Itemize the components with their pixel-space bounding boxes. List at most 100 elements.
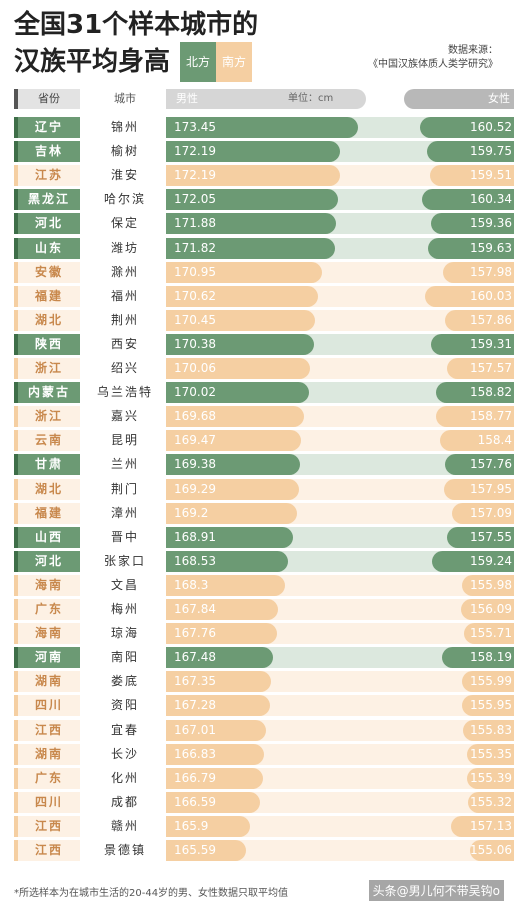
title-line-2: 汉族平均身高 xyxy=(14,47,171,77)
city-label: 西安 xyxy=(110,336,139,351)
female-bar xyxy=(451,502,514,524)
bar-track: 167.48 158.19 xyxy=(166,647,514,669)
province-label: 湖南 xyxy=(14,671,80,693)
female-bar xyxy=(464,623,514,645)
female-value: 157.86 xyxy=(470,312,512,327)
bar-track: 173.45 160.52 xyxy=(166,117,514,138)
city-label: 乌兰浩特 xyxy=(96,385,153,400)
male-bar xyxy=(166,165,341,187)
female-value: 155.32 xyxy=(470,794,512,809)
male-bar xyxy=(166,454,300,476)
bar-track: 169.68 158.77 xyxy=(166,406,514,428)
table-row: 福建 漳州 169.2 157.09 xyxy=(14,502,514,524)
city-label: 长沙 xyxy=(110,746,139,761)
male-value: 167.28 xyxy=(174,698,216,713)
female-value: 155.98 xyxy=(470,577,512,592)
province-label: 江西 xyxy=(14,815,80,837)
header-unit: 单位：cm xyxy=(288,93,334,104)
city-label: 资阳 xyxy=(110,698,139,713)
legend-south: 南方 xyxy=(216,42,253,82)
header-city: 城市 xyxy=(114,92,136,105)
bar-track: 170.06 157.57 xyxy=(166,358,514,379)
bar-track: 166.59 155.32 xyxy=(166,791,514,813)
male-bar xyxy=(166,647,273,669)
male-bar xyxy=(166,237,335,259)
table-row: 河北 保定 171.88 159.36 xyxy=(14,213,514,235)
province-label: 河北 xyxy=(14,213,80,235)
bar-track: 168.3 155.98 xyxy=(166,574,514,596)
female-value: 156.09 xyxy=(470,602,512,616)
source-label: 数据来源： xyxy=(448,45,498,56)
male-bar xyxy=(166,117,359,138)
male-value: 165.59 xyxy=(174,843,216,857)
city-label: 滁州 xyxy=(110,264,139,279)
male-value: 170.06 xyxy=(174,361,216,375)
female-value: 160.03 xyxy=(470,288,512,303)
male-bar xyxy=(166,791,261,813)
bar-track: 167.01 155.83 xyxy=(166,719,514,741)
bar-track: 168.91 157.55 xyxy=(166,526,514,548)
female-bar xyxy=(467,791,514,813)
female-bar xyxy=(443,261,514,283)
city-label: 榆树 xyxy=(110,144,139,159)
female-value: 157.09 xyxy=(470,505,512,520)
female-value: 155.99 xyxy=(470,674,512,689)
female-value: 158.77 xyxy=(470,409,512,424)
female-bar xyxy=(441,647,514,669)
female-bar xyxy=(444,309,514,331)
bar-track: 168.53 159.24 xyxy=(166,550,514,572)
male-value: 169.2 xyxy=(174,505,209,520)
province-label: 山西 xyxy=(14,526,80,548)
city-label: 绍兴 xyxy=(110,361,139,375)
table-row: 辽宁 锦州 173.45 160.52 xyxy=(14,117,514,138)
bar-track: 169.29 157.95 xyxy=(166,478,514,500)
female-value: 155.35 xyxy=(470,746,512,761)
female-value: 160.52 xyxy=(470,120,512,134)
female-bar xyxy=(429,165,514,187)
male-value: 166.79 xyxy=(174,770,216,785)
province-label: 江西 xyxy=(14,840,80,861)
female-bar xyxy=(435,382,514,404)
female-bar xyxy=(461,574,514,596)
male-value: 166.59 xyxy=(174,794,216,809)
city-label: 赣州 xyxy=(110,818,139,833)
male-value: 172.19 xyxy=(174,144,216,159)
province-label: 四川 xyxy=(14,695,80,717)
female-bar xyxy=(463,719,514,741)
bar-track: 165.9 157.13 xyxy=(166,815,514,837)
table-row: 江苏 淮安 172.19 159.51 xyxy=(14,165,514,187)
table-row: 湖北 荆州 170.45 157.86 xyxy=(14,309,514,331)
city-label: 晋中 xyxy=(110,529,139,544)
male-bar xyxy=(166,285,318,307)
city-label: 嘉兴 xyxy=(110,409,139,424)
province-label: 浙江 xyxy=(14,406,80,428)
title-line-1: 全国31个样本城市的 xyxy=(14,10,259,40)
male-bar xyxy=(166,574,285,596)
female-value: 159.63 xyxy=(470,240,512,255)
city-label: 景德镇 xyxy=(103,843,146,857)
bar-track: 165.59 155.06 xyxy=(166,840,514,861)
chart-title: 全国31个样本城市的 汉族平均身高 北方 南方 xyxy=(14,8,258,82)
male-value: 173.45 xyxy=(174,120,216,134)
table-row: 广东 化州 166.79 155.39 xyxy=(14,767,514,789)
data-source: 数据来源： 《中国汉族体质人类学研究》 xyxy=(368,44,498,72)
female-value: 157.57 xyxy=(470,361,512,375)
province-label: 广东 xyxy=(14,599,80,620)
male-value: 170.38 xyxy=(174,336,216,351)
bar-track: 172.05 160.34 xyxy=(166,189,514,211)
male-bar xyxy=(166,526,294,548)
city-label: 南阳 xyxy=(110,650,139,665)
bar-track: 169.47 158.4 xyxy=(166,430,514,452)
province-label: 福建 xyxy=(14,285,80,307)
female-bar xyxy=(461,695,514,717)
female-value: 155.39 xyxy=(470,770,512,785)
province-label: 广东 xyxy=(14,767,80,789)
female-value: 158.82 xyxy=(470,385,512,400)
city-label: 文昌 xyxy=(110,577,139,592)
male-bar xyxy=(166,671,271,693)
bar-track: 166.83 155.35 xyxy=(166,743,514,765)
female-value: 157.13 xyxy=(470,818,512,833)
male-bar xyxy=(166,382,310,404)
city-label: 宜春 xyxy=(110,722,139,737)
bar-track: 170.38 159.31 xyxy=(166,333,514,355)
